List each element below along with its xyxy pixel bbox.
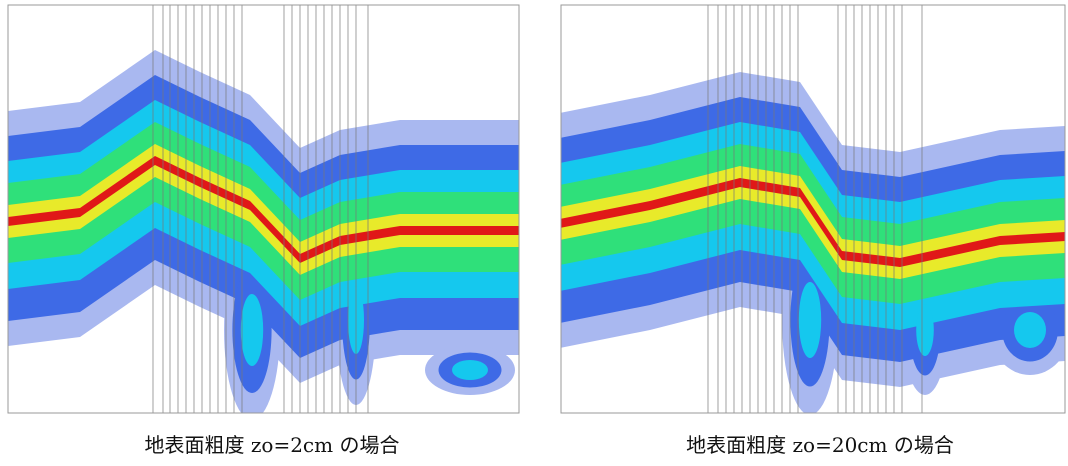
contour-plot [8, 5, 519, 413]
plot-frame [560, 4, 1066, 414]
contour-lobe [1014, 312, 1046, 348]
contour-band [8, 156, 519, 263]
caption: 地表面粗度 zo=20cm の場合 [686, 433, 954, 457]
contour-lobe [240, 294, 264, 366]
contour-lobe [916, 304, 934, 356]
contour-plot [561, 5, 1065, 413]
contour-band [561, 178, 1065, 267]
contour-lobe [798, 282, 822, 358]
caption: 地表面粗度 zo=2cm の場合 [145, 433, 400, 457]
contour-lobe [452, 360, 488, 380]
plot-frame [7, 4, 520, 414]
